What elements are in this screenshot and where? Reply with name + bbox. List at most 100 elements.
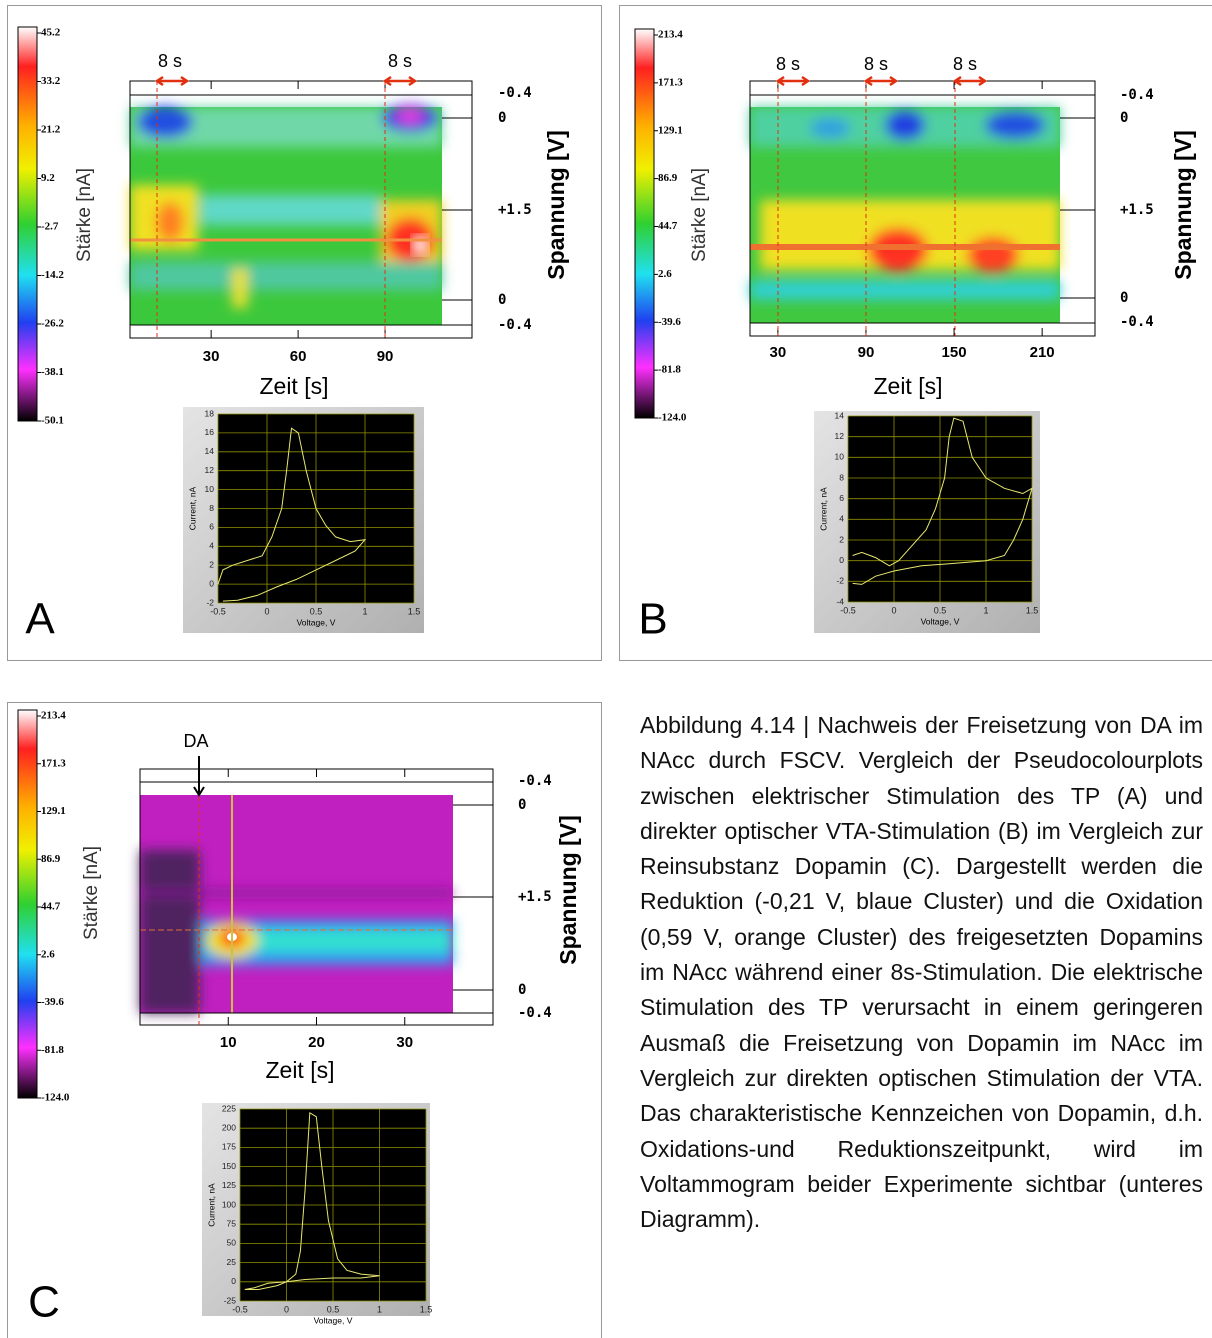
colorbar-tick-label: -50.1 [41,415,64,427]
voltage-label: 0 [518,982,526,998]
x-tick-label: 0 [264,606,269,616]
x-tick-label: 1.5 [408,606,421,616]
voltage-label: 0 [1120,290,1128,306]
y-tick-label: 10 [835,452,845,462]
x-tick-label: 210 [1030,344,1055,361]
x-tick-label: 0 [284,1304,289,1314]
y-tick-label: 12 [835,431,845,441]
y-axis-title: Current, nA [187,486,197,530]
y-tick-label: 125 [222,1180,236,1190]
x-tick-label: 60 [290,348,307,365]
annotation: DA [183,731,208,751]
x-tick-label: 0.5 [934,605,947,615]
panel-label: B [638,595,667,644]
colorbar-tick-label: -39.6 [658,316,681,328]
x-tick-label: 1 [362,606,367,616]
annotation: 8 s [864,54,888,74]
x-tick-label: 0.5 [327,1304,340,1314]
y-axis-title: Spannung [V] [1170,130,1196,279]
colorbar-tick-label: 44.7 [658,220,678,232]
y-tick-label: 225 [222,1103,236,1113]
panel-label: C [28,1278,60,1327]
annotation-arrow [193,756,205,797]
panel-border [619,5,1212,661]
heatmap-frame [749,80,1096,337]
y-tick-label: 10 [205,484,215,494]
colorbar [17,26,38,422]
caption: Abbildung 4.14 | Nachweis der Freisetzun… [640,712,1203,1233]
colorbar [634,28,655,419]
x-tick-label: 90 [377,348,394,365]
colorbar-tick-label: 2.6 [41,948,55,960]
voltage-label: -0.4 [1120,314,1154,330]
y-tick-label: 25 [227,1257,237,1267]
y-tick-label: 50 [227,1238,237,1248]
y-axis-title: Spannung [V] [555,815,581,964]
voltage-label: 0 [1120,110,1128,126]
colorbar-tick-label: -81.8 [658,364,681,376]
voltage-label: 0 [518,797,526,813]
voltage-label: 0 [498,292,506,308]
y-tick-label: 175 [222,1142,236,1152]
colorbar [17,709,38,1099]
x-tick-label: -0.5 [210,606,226,616]
colorbar-tick-label: 129.1 [41,805,66,817]
colorbar-tick-label: 2.6 [658,268,672,280]
y-tick-label: 16 [205,427,215,437]
voltage-label: -0.4 [518,773,552,789]
x-axis-title: Voltage, V [314,1315,353,1325]
x-tick-label: 0.5 [310,606,323,616]
colorbar-tick-label: -81.8 [41,1044,64,1056]
colorbar-title: Stärke [nA] [74,168,95,262]
y-axis-title: Current, nA [206,1183,216,1227]
x-tick-label: 90 [858,344,875,361]
y-tick-label: 6 [839,493,844,503]
y-tick-label: 2 [209,559,214,569]
heatmap-image [140,795,453,1013]
colorbar-tick-label: 9.2 [41,172,55,184]
x-tick-label: 30 [396,1034,413,1051]
x-tick-label: 10 [220,1034,237,1051]
stimulus-arrow [154,75,190,87]
stimulus-arrow [775,75,811,87]
x-axis-title: Voltage, V [921,616,960,626]
colorbar-tick-label: 213.4 [658,29,683,41]
voltammogram-curve [852,417,1033,585]
y-tick-label: 100 [222,1199,236,1209]
x-tick-label: 30 [770,344,787,361]
voltage-label: +1.5 [1120,202,1154,218]
heatmap-image [130,104,442,325]
colorbar-tick-label: 129.1 [658,124,683,136]
colorbar-tick-label: 86.9 [658,172,678,184]
y-tick-label: 0 [839,555,844,565]
y-tick-label: 0 [231,1276,236,1286]
colorbar-tick-label: 44.7 [41,901,61,913]
colorbar-tick-label: -38.1 [41,366,64,378]
heatmap-image [750,107,1060,323]
voltage-label: -0.4 [498,317,532,333]
y-tick-label: -4 [836,596,844,606]
x-tick-label: 1.5 [420,1304,433,1314]
y-tick-label: 150 [222,1161,236,1171]
y-tick-label: 4 [209,541,214,551]
annotation: 8 s [953,54,977,74]
x-tick-label: -0.5 [232,1304,248,1314]
y-tick-label: 14 [205,446,215,456]
panel-label: A [25,595,55,644]
annotation: 8 s [158,51,182,71]
colorbar-tick-label: -14.2 [41,269,64,281]
colorbar-tick-label: -124.0 [658,412,687,424]
stimulus-arrow [863,75,899,87]
y-tick-label: 0 [209,578,214,588]
y-tick-label: 8 [839,472,844,482]
colorbar-tick-label: 171.3 [41,757,66,769]
x-tick-label: 30 [203,348,220,365]
colorbar-tick-label: 86.9 [41,853,61,865]
x-tick-label: 1.5 [1026,605,1039,615]
voltammogram-curve [244,1111,380,1290]
x-tick-label: 20 [308,1034,325,1051]
y-tick-label: 6 [209,522,214,532]
colorbar-tick-label: -39.6 [41,996,64,1008]
colorbar-tick-label: 33.2 [41,75,61,87]
stimulus-arrow [952,75,988,87]
